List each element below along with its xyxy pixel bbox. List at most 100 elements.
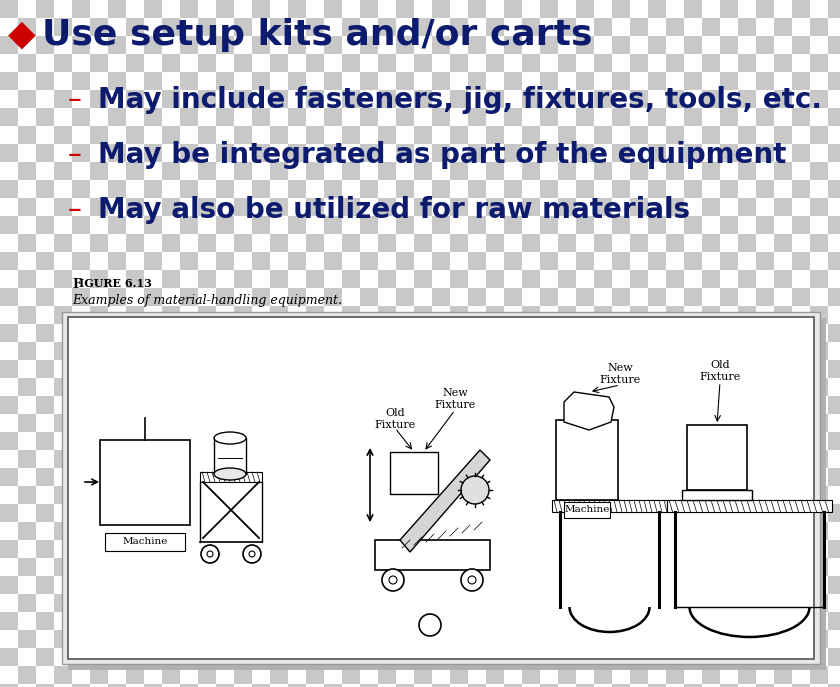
Bar	[774, 630, 792, 648]
Bar	[774, 252, 792, 270]
Bar	[144, 162, 162, 180]
Bar	[162, 126, 180, 144]
Bar	[738, 540, 756, 558]
Bar	[144, 558, 162, 576]
Bar	[36, 486, 54, 504]
Bar	[450, 234, 468, 252]
Bar	[144, 378, 162, 396]
Bar	[252, 108, 270, 126]
Bar	[810, 162, 828, 180]
Bar	[324, 522, 342, 540]
Bar	[684, 288, 702, 306]
Bar	[540, 0, 558, 18]
Bar	[324, 90, 342, 108]
Bar	[36, 234, 54, 252]
Bar	[504, 504, 522, 522]
Bar	[198, 108, 216, 126]
Circle shape	[382, 569, 404, 591]
Bar	[468, 612, 486, 630]
Bar	[630, 612, 648, 630]
Bar	[162, 198, 180, 216]
Bar	[612, 72, 630, 90]
Bar	[342, 216, 360, 234]
Bar	[450, 216, 468, 234]
Bar	[0, 576, 18, 594]
Bar	[486, 198, 504, 216]
Bar	[828, 504, 840, 522]
Bar	[414, 594, 432, 612]
Bar	[504, 198, 522, 216]
Bar	[54, 414, 72, 432]
Bar	[486, 270, 504, 288]
Bar	[234, 594, 252, 612]
Bar	[504, 144, 522, 162]
Bar	[756, 486, 774, 504]
Bar	[450, 90, 468, 108]
Bar	[468, 72, 486, 90]
Bar	[450, 342, 468, 360]
Bar	[576, 684, 594, 687]
Bar	[36, 684, 54, 687]
Bar	[324, 180, 342, 198]
Bar	[72, 468, 90, 486]
Bar	[54, 288, 72, 306]
Bar	[90, 630, 108, 648]
Bar	[234, 342, 252, 360]
Bar	[144, 630, 162, 648]
Bar	[54, 54, 72, 72]
Bar	[360, 684, 378, 687]
Bar	[738, 594, 756, 612]
Bar	[684, 270, 702, 288]
Bar	[36, 540, 54, 558]
Bar	[396, 558, 414, 576]
Bar	[144, 396, 162, 414]
Bar	[630, 54, 648, 72]
Bar	[0, 594, 18, 612]
Bar	[198, 324, 216, 342]
Bar	[756, 198, 774, 216]
Bar	[180, 558, 198, 576]
Bar	[522, 396, 540, 414]
Bar	[234, 234, 252, 252]
Bar	[414, 648, 432, 666]
Bar	[504, 576, 522, 594]
Bar	[792, 612, 810, 630]
Bar	[774, 432, 792, 450]
Bar	[738, 162, 756, 180]
Bar	[72, 180, 90, 198]
Bar	[288, 342, 306, 360]
Bar	[792, 324, 810, 342]
Bar	[432, 432, 450, 450]
Bar	[828, 108, 840, 126]
Bar	[666, 72, 684, 90]
Bar	[0, 234, 18, 252]
Bar	[214, 438, 246, 474]
Bar	[378, 270, 396, 288]
Bar	[666, 216, 684, 234]
Bar	[648, 432, 666, 450]
Bar	[72, 18, 90, 36]
Bar	[90, 666, 108, 684]
Bar	[540, 342, 558, 360]
Bar	[36, 126, 54, 144]
Bar	[108, 162, 126, 180]
Bar	[90, 396, 108, 414]
Bar	[504, 684, 522, 687]
Bar	[810, 594, 828, 612]
Bar	[18, 90, 36, 108]
Bar	[720, 144, 738, 162]
Bar	[252, 540, 270, 558]
Bar	[630, 144, 648, 162]
Bar	[216, 594, 234, 612]
Bar	[540, 594, 558, 612]
Bar	[360, 126, 378, 144]
Bar	[702, 288, 720, 306]
Bar	[522, 612, 540, 630]
Bar	[594, 288, 612, 306]
Bar	[810, 306, 828, 324]
Bar	[738, 432, 756, 450]
Bar	[540, 558, 558, 576]
Bar	[738, 144, 756, 162]
Bar	[828, 432, 840, 450]
Bar	[612, 342, 630, 360]
